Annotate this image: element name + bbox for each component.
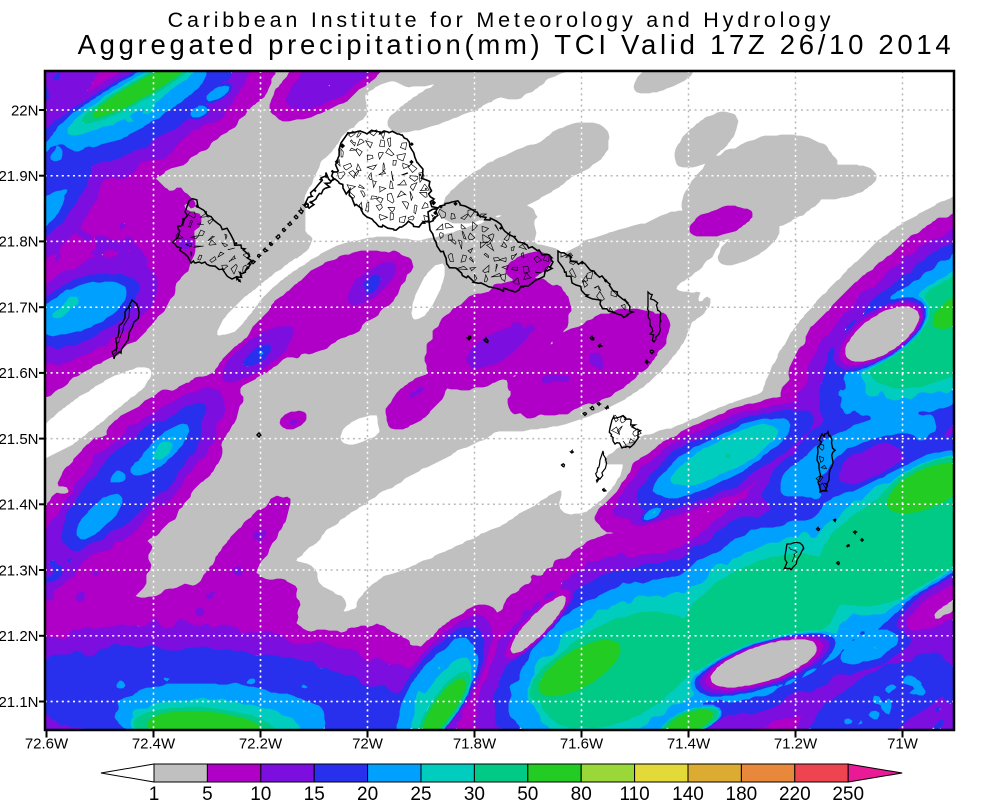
svg-text:72.2W: 72.2W: [239, 736, 283, 753]
svg-text:80: 80: [571, 784, 592, 800]
svg-text:72.4W: 72.4W: [132, 736, 176, 753]
svg-text:22N: 22N: [11, 102, 39, 119]
svg-text:21.8N: 21.8N: [0, 234, 39, 251]
svg-text:140: 140: [672, 784, 704, 800]
svg-text:Caribbean Institute for Meteor: Caribbean Institute for Meteorology and …: [168, 8, 835, 32]
svg-text:50: 50: [517, 784, 538, 800]
svg-text:21.7N: 21.7N: [0, 300, 39, 317]
svg-text:5: 5: [202, 784, 213, 800]
svg-text:21.5N: 21.5N: [0, 431, 39, 448]
svg-text:21.6N: 21.6N: [0, 365, 39, 382]
svg-text:Aggregated precipitation(mm) T: Aggregated precipitation(mm) TCI Valid 1…: [78, 29, 955, 60]
svg-text:21.3N: 21.3N: [0, 562, 39, 579]
svg-text:21.4N: 21.4N: [0, 497, 39, 514]
svg-text:71.6W: 71.6W: [560, 736, 604, 753]
svg-text:220: 220: [779, 784, 811, 800]
svg-text:21.9N: 21.9N: [0, 168, 39, 185]
svg-text:250: 250: [832, 784, 864, 800]
svg-text:21.2N: 21.2N: [0, 628, 39, 645]
svg-text:110: 110: [619, 784, 649, 800]
svg-text:71.2W: 71.2W: [774, 736, 818, 753]
svg-text:71.8W: 71.8W: [453, 736, 497, 753]
svg-text:72.6W: 72.6W: [25, 736, 69, 753]
svg-text:71W: 71W: [887, 736, 919, 753]
svg-text:20: 20: [357, 784, 378, 800]
svg-text:1: 1: [149, 784, 160, 800]
svg-text:180: 180: [726, 784, 758, 800]
svg-text:72W: 72W: [352, 736, 384, 753]
svg-text:10: 10: [250, 784, 271, 800]
svg-text:25: 25: [410, 784, 431, 800]
svg-text:30: 30: [464, 784, 485, 800]
svg-text:71.4W: 71.4W: [667, 736, 711, 753]
svg-text:21.1N: 21.1N: [0, 694, 39, 711]
svg-text:15: 15: [304, 784, 325, 800]
